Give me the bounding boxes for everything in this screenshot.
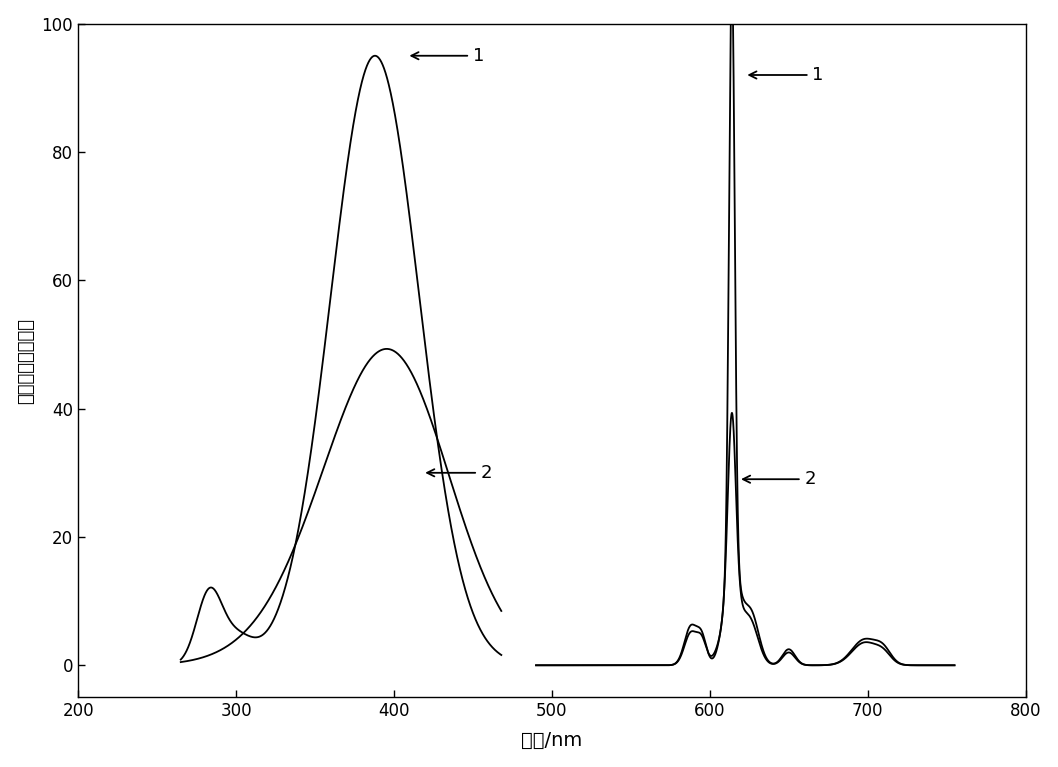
Text: 2: 2 — [743, 470, 816, 489]
Text: 2: 2 — [427, 464, 492, 482]
Y-axis label: 时间分辨荧光强度: 时间分辨荧光强度 — [17, 318, 35, 403]
X-axis label: 波长/nm: 波长/nm — [522, 731, 583, 750]
Text: 1: 1 — [749, 66, 824, 84]
Text: 1: 1 — [412, 47, 485, 64]
